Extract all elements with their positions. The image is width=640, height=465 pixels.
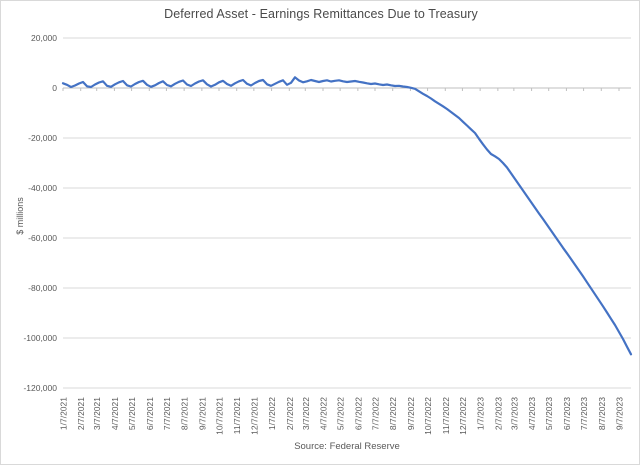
x-axis-tick-label: 3/7/2021 — [92, 397, 102, 430]
x-axis-tick-label: 2/7/2023 — [493, 397, 503, 430]
x-axis-tick-label: 11/7/2022 — [441, 397, 451, 434]
source-note: Source: Federal Reserve — [294, 441, 400, 452]
y-axis-tick-label: -120,000 — [23, 383, 57, 393]
x-axis-tick-label: 2/7/2022 — [285, 397, 295, 430]
x-axis-tick-label: 6/7/2022 — [353, 397, 363, 430]
x-axis-tick-label: 4/7/2022 — [319, 397, 329, 430]
x-axis-tick-label: 2/7/2021 — [76, 397, 86, 430]
x-axis-tick-label: 7/7/2021 — [162, 397, 172, 430]
x-axis-tick-label: 12/7/2022 — [458, 397, 468, 435]
x-axis-tick-label: 5/7/2021 — [127, 397, 137, 430]
x-axis-tick-label: 4/7/2023 — [527, 397, 537, 430]
x-axis-tick-label: 5/7/2023 — [544, 397, 554, 430]
x-axis-tick-label: 5/7/2022 — [336, 397, 346, 430]
x-axis-tick-label: 7/7/2023 — [579, 397, 589, 430]
x-axis-tick-label: 1/7/2023 — [476, 397, 486, 430]
x-axis-tick-label: 8/7/2023 — [597, 397, 607, 430]
x-axis-tick-label: 12/7/2021 — [249, 397, 259, 435]
x-axis-tick-label: 4/7/2021 — [110, 397, 120, 430]
y-axis-title: $ millions — [15, 197, 25, 235]
x-axis-tick-label: 1/7/2022 — [267, 397, 277, 430]
x-axis-tick-label: 9/7/2023 — [615, 397, 625, 430]
x-axis-tick-label: 8/7/2022 — [388, 397, 398, 430]
x-axis-tick-label: 6/7/2023 — [562, 397, 572, 430]
y-axis-tick-label: -40,000 — [28, 183, 57, 193]
x-axis-tick-label: 1/7/2021 — [59, 397, 69, 430]
x-axis-tick-label: 11/7/2021 — [232, 397, 242, 434]
y-axis-tick-label: 20,000 — [31, 33, 57, 43]
x-axis-tick-label: 8/7/2021 — [180, 397, 190, 430]
y-axis-tick-label: -100,000 — [23, 333, 57, 343]
x-axis-tick-label: 9/7/2021 — [197, 397, 207, 430]
x-axis-tick-label: 10/7/2022 — [423, 397, 433, 435]
y-axis-tick-label: -20,000 — [28, 133, 57, 143]
x-axis-tick-label: 10/7/2021 — [215, 397, 225, 435]
x-axis-tick-label: 3/7/2022 — [301, 397, 311, 430]
x-axis-tick-label: 7/7/2022 — [371, 397, 381, 430]
x-axis-tick-label: 9/7/2022 — [406, 397, 416, 430]
x-axis-tick-label: 6/7/2021 — [145, 397, 155, 430]
data-line — [61, 76, 633, 356]
chart-title: Deferred Asset - Earnings Remittances Du… — [164, 7, 478, 21]
x-axis-tick-label: 3/7/2023 — [509, 397, 519, 430]
y-axis-tick-label: -60,000 — [28, 233, 57, 243]
y-axis-tick-label: -80,000 — [28, 283, 57, 293]
y-axis-tick-label: 0 — [52, 83, 57, 93]
